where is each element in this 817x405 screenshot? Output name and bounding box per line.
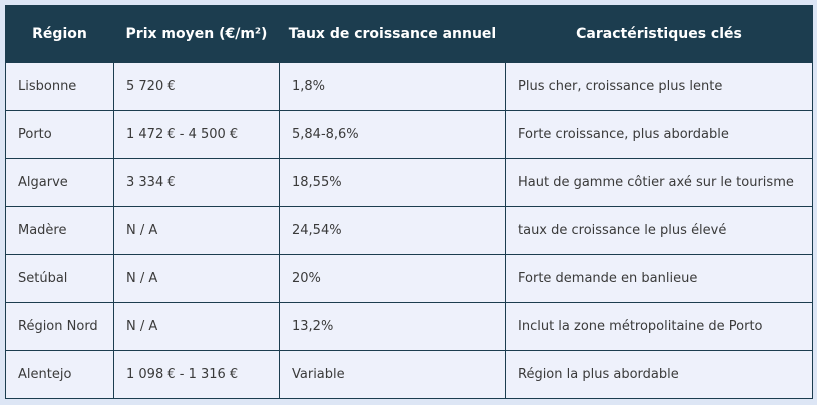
table-row: Setúbal N / A 20% Forte demande en banlieue bbox=[5, 254, 813, 303]
table-cell: taux de croissance le plus élevé bbox=[505, 206, 813, 255]
header-cell: Caractéristiques clés bbox=[505, 5, 813, 63]
table-cell: 5,84-8,6% bbox=[279, 110, 506, 159]
table-cell: 13,2% bbox=[279, 302, 506, 351]
table-cell: Plus cher, croissance plus lente bbox=[505, 62, 813, 111]
table-cell: Haut de gamme côtier axé sur le tourisme bbox=[505, 158, 813, 207]
header-cell: Région bbox=[5, 5, 114, 63]
table-cell: 3 334 € bbox=[113, 158, 280, 207]
table-cell: Région Nord bbox=[5, 302, 114, 351]
header-cell: Taux de croissance annuel bbox=[279, 5, 506, 63]
table-row: Algarve 3 334 €18,55% Haut de gamme côtier… bbox=[5, 158, 813, 207]
table-row: Lisbonne 5 720 €1,8% Plus cher, croissance… bbox=[5, 62, 813, 111]
table-cell: Lisbonne bbox=[5, 62, 114, 111]
table-row: Madère N / A 24,54% taux de croissance le p… bbox=[5, 206, 813, 255]
table-cell: Alentejo bbox=[5, 350, 114, 399]
table-cell: 1 472 € - 4 500 € bbox=[113, 110, 280, 159]
table-cell: 24,54% bbox=[279, 206, 506, 255]
table-cell: 1 098 € - 1 316 € bbox=[113, 350, 280, 399]
table-row: Porto 1 472 € - 4 500 €5,84-8,6% Forte cro… bbox=[5, 110, 813, 159]
table-cell: Setúbal bbox=[5, 254, 114, 303]
table-cell: Madère bbox=[5, 206, 114, 255]
data-table: Région Prix moyen (€/m²) Taux de croissanc… bbox=[5, 5, 813, 399]
table-cell: 1,8% bbox=[279, 62, 506, 111]
table-cell: N / A bbox=[113, 206, 280, 255]
header-row: Région Prix moyen (€/m²) Taux de croissanc… bbox=[5, 5, 813, 63]
table-cell: 18,55% bbox=[279, 158, 506, 207]
header-cell: Prix moyen (€/m²) bbox=[113, 5, 280, 63]
table-cell: N / A bbox=[113, 302, 280, 351]
table-cell: Variable bbox=[279, 350, 506, 399]
table-cell: Forte croissance, plus abordable bbox=[505, 110, 813, 159]
table-container: Région Prix moyen (€/m²) Taux de croissanc… bbox=[5, 5, 813, 399]
table-row: Alentejo 1 098 € - 1 316 € Variable Région … bbox=[5, 350, 813, 399]
table-cell: N / A bbox=[113, 254, 280, 303]
table-body: Lisbonne 5 720 €1,8% Plus cher, croissance… bbox=[5, 62, 813, 399]
table-cell: Région la plus abordable bbox=[505, 350, 813, 399]
table-cell: 5 720 € bbox=[113, 62, 280, 111]
table-cell: Porto bbox=[5, 110, 114, 159]
table-row: Région Nord N / A 13,2% Inclut la zone métr… bbox=[5, 302, 813, 351]
table-cell: 20% bbox=[279, 254, 506, 303]
table-cell: Forte demande en banlieue bbox=[505, 254, 813, 303]
table-cell: Inclut la zone métropolitaine de Porto bbox=[505, 302, 813, 351]
table-cell: Algarve bbox=[5, 158, 114, 207]
